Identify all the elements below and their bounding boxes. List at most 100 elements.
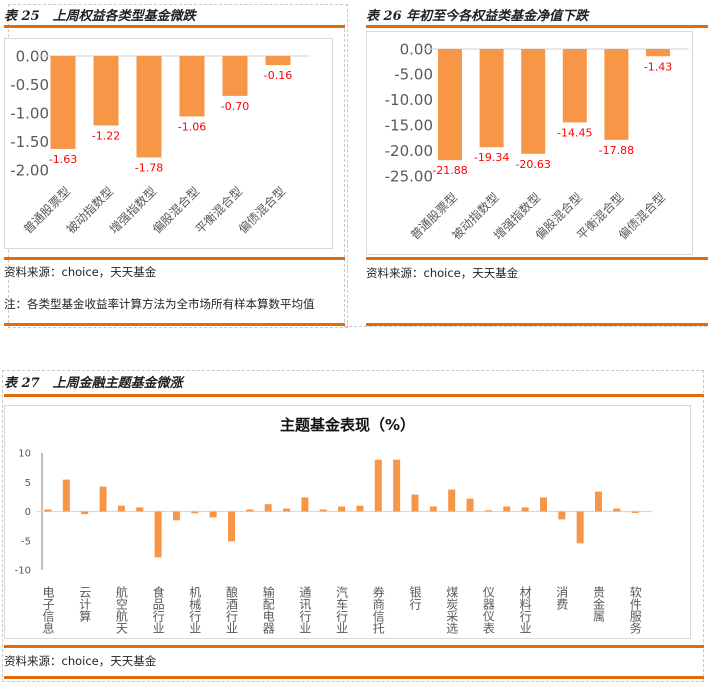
chart-25-area: 0.00 -0.50 -1.00 -1.50 -2.00 -1.63 普通股票型 -1.22 被… (4, 38, 333, 249)
bar (539, 497, 547, 512)
source-text: 资料来源：choice，天天基金 (4, 265, 157, 279)
bar (438, 49, 462, 161)
panel-27-frame (2, 370, 704, 682)
x-tick-label: 航空航天 (114, 585, 128, 634)
title-rule (4, 25, 345, 28)
data-label: -1.78 (135, 161, 163, 174)
x-tick-label: 通讯行业 (298, 586, 312, 634)
chart-title: 主题基金表现（%） (280, 416, 415, 434)
data-label: -14.45 (557, 126, 592, 139)
bar (466, 498, 474, 512)
source-text: 资料来源：choice，天天基金 (4, 654, 157, 668)
bar (172, 511, 180, 521)
y-tick-label: 5 (25, 478, 31, 489)
y-tick-label: -1.00 (10, 104, 49, 122)
bar (484, 510, 492, 512)
bar (521, 507, 529, 512)
bar (562, 49, 587, 123)
y-tick-label: 0 (25, 507, 31, 518)
bar (393, 459, 401, 512)
x-tick-label: 仪器仪表 (481, 586, 495, 634)
title-rule (366, 25, 708, 28)
bar (136, 56, 162, 158)
bar (646, 49, 670, 57)
y-tick-label: -5 (21, 536, 31, 547)
x-tick-label: 消费 (555, 586, 569, 610)
bar (265, 56, 291, 66)
x-tick-label: 偏债混合型 (235, 184, 288, 237)
data-label: -19.34 (474, 151, 509, 164)
y-tick-label: -10.00 (385, 91, 433, 109)
chart-27: 主题基金表现（%） 10 5 0 -5 -10 电子信息 云计算 航空航天 食品行业 机械行业 酿酒行… (15, 416, 653, 635)
bar (283, 508, 291, 512)
bar (356, 505, 364, 512)
data-label: -0.70 (221, 100, 249, 113)
source-rule (4, 645, 704, 648)
bar (631, 511, 639, 513)
bar (222, 56, 248, 96)
chart-26-area: 0.00 -5.00 -10.00 -15.00 -20.00 -25.00 -21.88 普… (366, 31, 693, 255)
source-rule (366, 257, 708, 260)
y-tick-label: -2.00 (10, 161, 49, 179)
bar (209, 511, 217, 518)
bar (191, 511, 199, 514)
bar (319, 509, 327, 512)
data-label: -1.06 (178, 120, 206, 133)
x-tick-label: 汽车行业 (335, 585, 349, 634)
data-label: -0.16 (264, 69, 292, 82)
bar (613, 508, 621, 512)
table-26-title: 表 26 年初至今各权益类基金净值下跌 (366, 9, 589, 24)
source-text: 资料来源：choice，天天基金 (366, 266, 519, 280)
bar (246, 509, 254, 512)
x-tick-label: 云计算 (78, 586, 92, 622)
data-label: -1.22 (92, 130, 120, 143)
bar (81, 511, 89, 515)
bar (93, 56, 119, 126)
x-tick-label: 煤炭采选 (445, 586, 459, 635)
bar (136, 507, 144, 512)
bar (264, 504, 272, 512)
y-tick-label: 10 (18, 449, 31, 460)
bottom-rule (4, 323, 345, 326)
bar (576, 511, 584, 544)
bar (117, 505, 125, 512)
data-label: -1.43 (644, 60, 672, 73)
note-text: 注：各类型基金收益率计算方法为全市场所有样本算数平均值 (4, 297, 315, 311)
bottom-rule (366, 323, 708, 326)
x-tick-label: 银行 (408, 586, 422, 610)
bar (62, 479, 70, 512)
data-label: -20.63 (515, 158, 550, 171)
x-tick-label: 材料行业 (518, 586, 532, 634)
bar (479, 49, 504, 148)
bar (154, 511, 162, 558)
bar (604, 49, 629, 140)
x-tick-label: 软件服务 (628, 586, 642, 634)
table-27-title: 表 27 上周金融主题基金微涨 (4, 376, 183, 391)
bar (595, 491, 602, 512)
bar (228, 511, 235, 542)
y-tick-label: 0.00 (400, 40, 433, 58)
bar (503, 506, 511, 512)
bar (44, 509, 52, 512)
title-rule (4, 394, 704, 397)
y-tick-label: -20.00 (385, 142, 433, 160)
bottom-rule (4, 676, 704, 679)
x-tick-label: 电子信息 (41, 586, 55, 634)
y-tick-label: -0.50 (10, 76, 49, 94)
y-tick-label: -10 (15, 566, 31, 577)
chart-26: 0.00-5.00-10.00-15.00-20.00-25.00 -21.88普… (385, 40, 689, 243)
y-tick-label: -25.00 (385, 167, 433, 185)
bar (374, 459, 382, 512)
bar (558, 511, 566, 520)
table-25-title: 表 25 上周权益各类型基金微跌 (4, 9, 196, 24)
x-tick-label: 输配电器 (261, 585, 275, 635)
bar (50, 56, 76, 149)
bar (411, 494, 419, 512)
bar (521, 49, 546, 154)
bar (99, 486, 107, 512)
data-label: -1.63 (49, 153, 77, 166)
data-label: -21.88 (432, 164, 467, 177)
chart-27-area: 主题基金表现（%） 10 5 0 -5 -10 电子信息 云计算 航空航天 食品行业 机械行业 酿酒行… (4, 405, 691, 639)
x-tick-label: 食品行业 (151, 585, 165, 634)
